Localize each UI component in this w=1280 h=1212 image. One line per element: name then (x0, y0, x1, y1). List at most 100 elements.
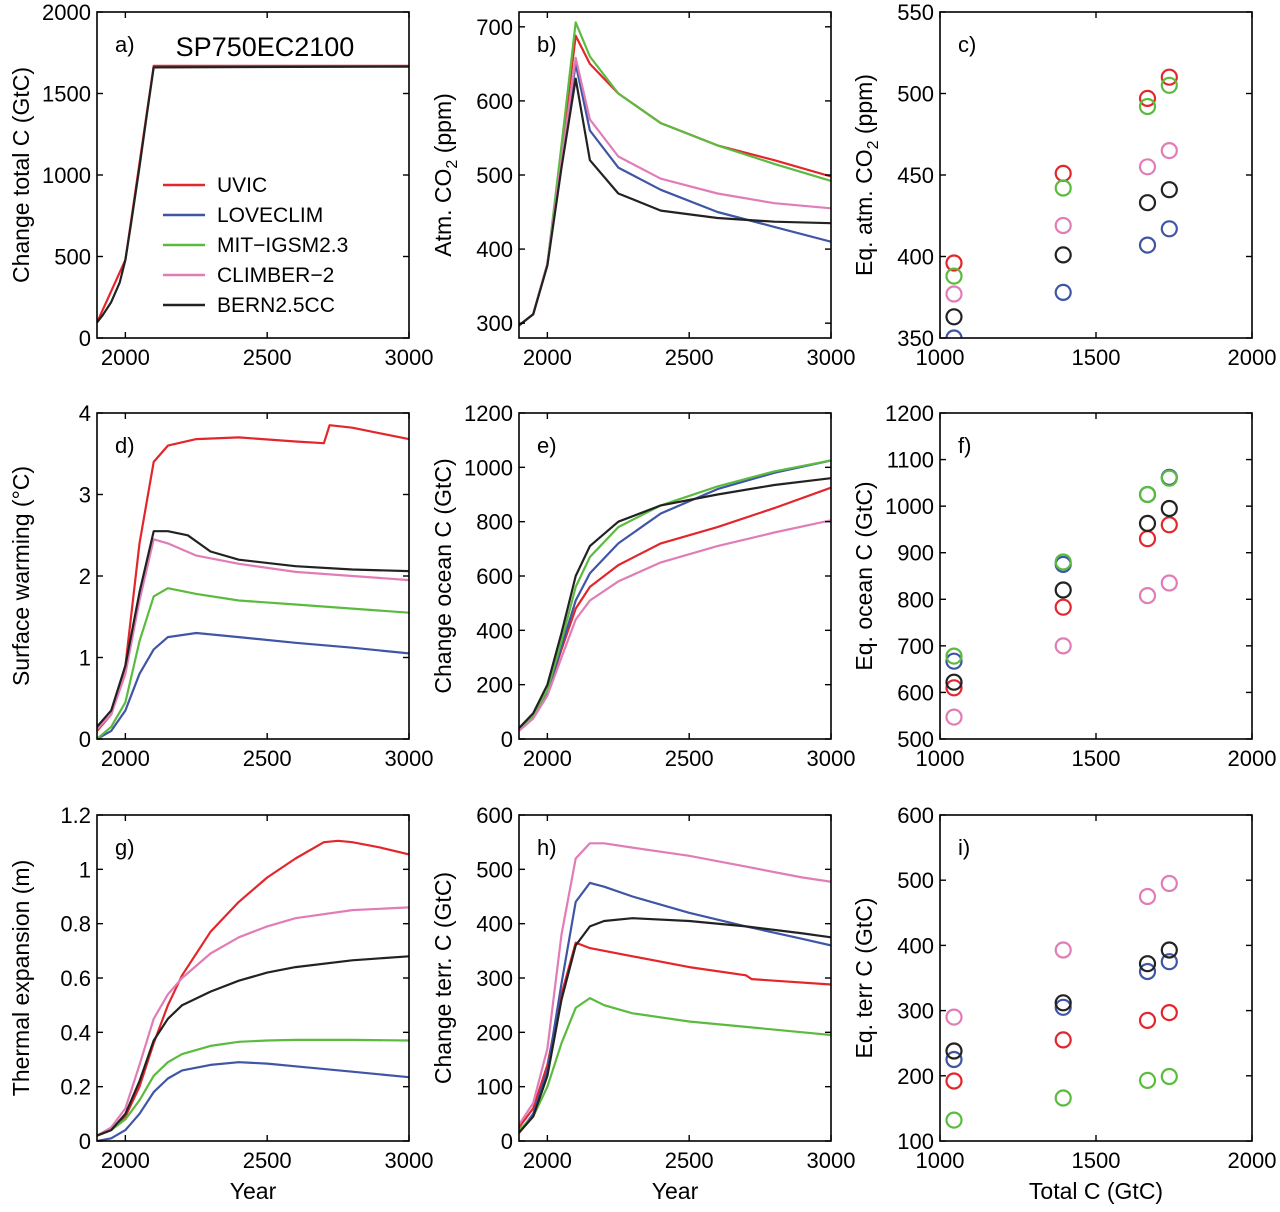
point-loveclim (1138, 962, 1157, 981)
y-tick-label: 200 (897, 1064, 934, 1089)
y-tick-label: 300 (476, 966, 513, 991)
y-tick-label: 1200 (464, 401, 513, 426)
series-line-climber-2 (519, 56, 831, 327)
x-tick-label: 2000 (1228, 345, 1277, 370)
panel-e: 2000 2500 3000 0 200 400 600 800 1000 1200 Change … (430, 401, 855, 771)
y-tick-label: 0 (501, 1129, 513, 1154)
y-tick-label: 700 (476, 15, 513, 40)
point-climber-2 (1138, 586, 1157, 605)
y-tick-label: 0.6 (60, 966, 91, 991)
point-bern2-5cc (1160, 499, 1178, 518)
panel-label: a) (115, 32, 135, 57)
x-tick-label: 3000 (807, 345, 856, 370)
y-tick-label: 400 (897, 933, 934, 958)
series-line-bern2-5cc (519, 917, 831, 1134)
y-tick-label: 200 (476, 673, 513, 698)
series-line-bern2-5cc (519, 77, 831, 327)
series-line-uvic (519, 486, 831, 731)
point-bern2-5cc (1054, 581, 1072, 599)
y-tick-label: 1000 (464, 455, 513, 480)
x-axis-label: Year (652, 1178, 699, 1204)
point-bern2-5cc (1138, 194, 1157, 212)
point-climber-2 (945, 708, 963, 726)
point-mit-igsm2-3 (945, 647, 963, 665)
series-line-bern2-5cc (97, 530, 409, 728)
point-mit-igsm2-3 (1054, 179, 1072, 197)
y-axis-label: Change ocean C (GtC) (430, 458, 456, 693)
y-tick-label: 350 (897, 326, 934, 351)
legend-label-mit-igsm2-3: MIT−IGSM2.3 (217, 234, 348, 257)
point-mit-igsm2-3 (1138, 1071, 1157, 1090)
panel-label: i) (958, 835, 970, 860)
y-axis-label: Atm. CO2 (ppm) (430, 93, 461, 257)
y-tick-label: 500 (54, 245, 91, 270)
x-tick-label: 2500 (243, 746, 292, 771)
series-line-bern2-5cc (97, 65, 409, 324)
y-tick-label: 600 (897, 680, 934, 705)
point-uvic (1138, 89, 1157, 108)
panel-label: f) (958, 433, 971, 458)
x-tick-label: 1000 (916, 1148, 965, 1173)
y-axis-label: Change terr. C (GtC) (430, 872, 456, 1084)
point-mit-igsm2-3 (1160, 76, 1178, 94)
x-tick-label: 1500 (1072, 746, 1121, 771)
y-tick-label: 100 (476, 1075, 513, 1100)
point-mit-igsm2-3 (945, 267, 963, 285)
x-tick-label: 3000 (807, 746, 856, 771)
point-climber-2 (1138, 158, 1157, 176)
panel-label: c) (958, 32, 976, 57)
x-tick-label: 3000 (807, 1148, 856, 1173)
y-tick-label: 600 (897, 803, 934, 828)
panel-label: d) (115, 433, 135, 458)
y-tick-label: 1200 (885, 401, 934, 426)
panel-a-data (97, 64, 409, 324)
y-axis-label: Eq. terr C (GtC) (851, 897, 877, 1058)
y-tick-label: 800 (897, 587, 934, 612)
y-tick-label: 500 (897, 868, 934, 893)
x-tick-label: 1000 (916, 345, 965, 370)
y-tick-label: 3 (79, 483, 91, 508)
panel-b: 2000 2500 3000 300 400 500 600 700 Atm. CO2 (ppm… (430, 11, 856, 370)
y-tick-label: 2000 (42, 0, 91, 25)
legend-label-uvic: UVIC (217, 174, 267, 197)
x-tick-label: 2500 (243, 1148, 292, 1173)
point-mit-igsm2-3 (945, 1111, 963, 1129)
panel-d: 2000 2500 3000 0 1 2 3 4 Surface warming (°C) d) (8, 401, 433, 771)
point-mit-igsm2-3 (1054, 1089, 1072, 1107)
series-line-climber-2 (519, 519, 831, 732)
series-line-mit-igsm2-3 (519, 459, 831, 731)
y-tick-label: 500 (897, 82, 934, 107)
point-uvic (945, 254, 963, 272)
x-tick-label: 1000 (916, 746, 965, 771)
y-tick-label: 1000 (885, 494, 934, 519)
y-tick-label: 0.4 (60, 1020, 91, 1045)
panel-label: e) (537, 433, 557, 458)
y-tick-label: 400 (476, 912, 513, 937)
x-tick-label: 2500 (243, 345, 292, 370)
point-loveclim (1054, 998, 1072, 1016)
x-tick-label: 1500 (1072, 345, 1121, 370)
series-line-bern2-5cc (97, 955, 409, 1137)
y-tick-label: 500 (476, 163, 513, 188)
y-tick-label: 500 (897, 727, 934, 752)
series-line-mit-igsm2-3 (519, 21, 831, 327)
x-tick-label: 1500 (1072, 1148, 1121, 1173)
y-tick-label: 0 (79, 727, 91, 752)
y-axis-label: Change total C (GtC) (8, 67, 34, 283)
panel-h-data (519, 842, 831, 1134)
x-axis-label: Year (230, 1178, 277, 1204)
x-tick-label: 2500 (665, 1148, 714, 1173)
axes-frame (518, 11, 832, 339)
axes-frame (939, 11, 1253, 339)
y-tick-label: 1000 (42, 163, 91, 188)
panel-e-data (519, 459, 831, 732)
point-uvic (1160, 516, 1178, 534)
y-tick-label: 0 (79, 326, 91, 351)
point-mit-igsm2-3 (1138, 485, 1157, 504)
y-tick-label: 0 (501, 727, 513, 752)
point-mit-igsm2-3 (1160, 1067, 1178, 1086)
x-tick-label: 3000 (385, 1148, 434, 1173)
axes-frame (939, 814, 1253, 1142)
point-mit-igsm2-3 (1138, 97, 1157, 116)
